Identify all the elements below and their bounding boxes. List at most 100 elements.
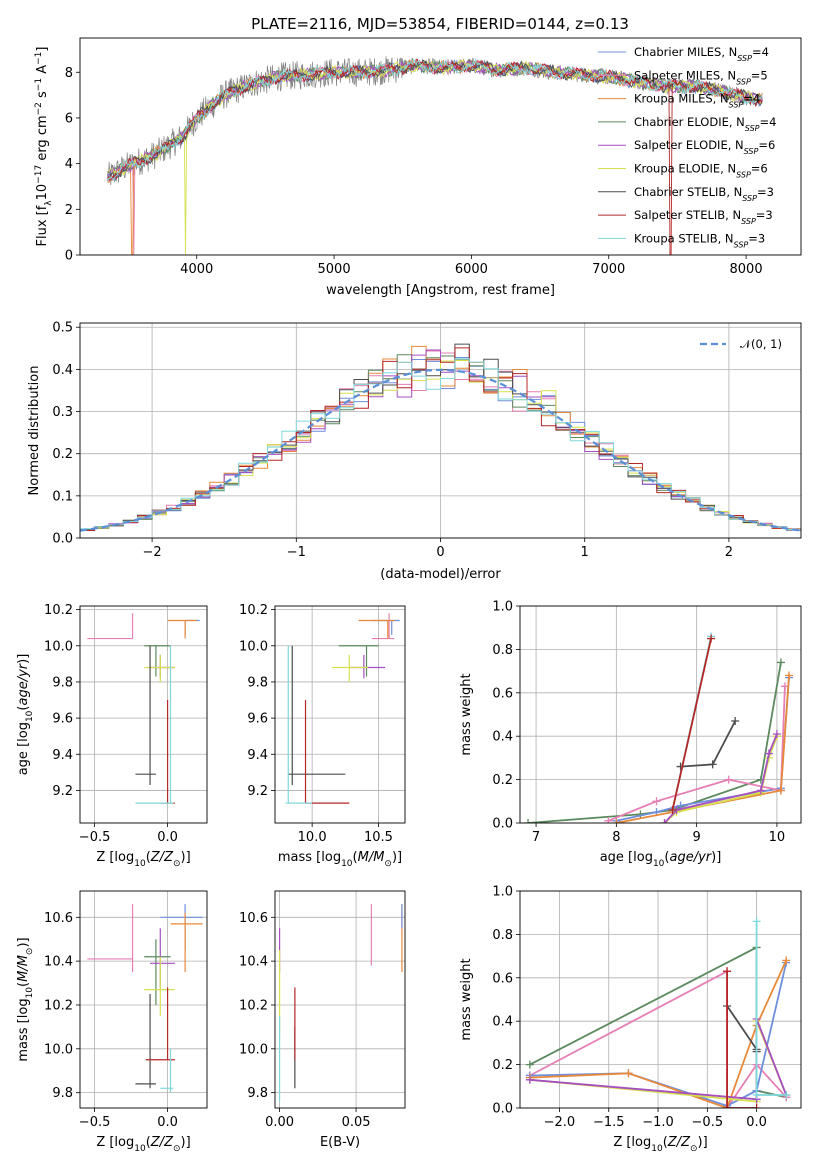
weight-marker-salpeter-elodie [525,1075,534,1084]
x-tick-label: −2 [143,545,162,560]
axes-frame [79,890,208,1109]
label-part: ] [35,47,50,52]
y-tick-label: 8 [65,66,73,81]
legend-tail: =3 [748,231,765,245]
y-tick-label: 6 [65,111,73,126]
legend-sub: SSP [742,193,757,202]
y-tick-label: 9.8 [52,675,73,690]
weight-marker-chabrier-elodie [525,1060,534,1069]
normal-distribution-curve [80,368,801,532]
age-vs-metallicity-panel: −0.5 0.09.29.49.69.810.010.2Z [log10(Z/Z⊙… [16,603,208,869]
x-axis-label: (data-model)/error [380,567,501,582]
x-tick-label: 6000 [455,262,488,277]
x-tick-label: 0.0 [157,830,178,845]
y-tick-label: 9.8 [247,675,268,690]
plot-area [87,904,203,1093]
legend-entry: Salpeter STELIB, NSSP=3 [634,208,773,226]
legend-label: Salpeter ELODIE, N [634,138,744,152]
legend-entry: Kroupa MILES, NSSP=4 [634,92,760,110]
y-tick-label: 0.2 [52,447,73,462]
y-tick-label: 0.2 [492,773,513,788]
label-part: ( [146,1135,151,1150]
y-tick-label: 9.2 [52,784,73,799]
legend-entry: Chabrier MILES, NSSP=4 [634,45,769,63]
y-tick-label: 0.4 [492,730,513,745]
y-tick-label: 0.4 [492,1015,513,1030]
label-part: )] [392,850,402,865]
y-tick-label: 10.4 [239,955,268,970]
label-part: Z [log [96,1135,134,1150]
x-tick-label: 9 [692,830,700,845]
y-axis-label: mass weight [459,673,474,755]
legend-sub: SSP [737,54,752,63]
x-tick-label: 10.5 [364,830,393,845]
weight-line-salpeter-stelib [726,971,757,1108]
x-tick-label: 8 [612,830,620,845]
label-part: s [35,91,50,102]
model-spectrum-line-chabrier-elodie [107,59,763,182]
label-part: A [35,65,50,78]
y-tick-label: 9.8 [247,1086,268,1101]
model-spectrum-line-salpeter-stelib [107,58,763,255]
legend-label: Chabrier STELIB, N [634,185,742,199]
label-part: 10 [134,1144,146,1154]
y-tick-label: 10.0 [239,1042,268,1057]
weight-vs-metallicity-panel: −2.0 −1.5 −1.0 −0.5 0.0 0.0 0.2 0.4 0.6 0.8 1.0 Z [… [459,885,802,1154]
y-tick-label: 9.2 [247,784,268,799]
label-part: 10 [35,184,50,201]
legend-sub: SSP [736,77,751,86]
x-axis-label: Z [log10(Z/Z⊙)] [96,850,190,869]
label-part: Z/Z [150,1135,174,1150]
figure-title: PLATE=2116, MJD=53854, FIBERID=0144, z=0… [251,15,629,33]
label-part: ( [146,850,151,865]
y-tick-label: 0.4 [52,363,73,378]
legend-tail: =4 [743,92,760,106]
legend-entry: Chabrier STELIB, NSSP=3 [634,185,774,203]
label-part: )] [16,654,31,664]
x-tick-label: 8000 [730,262,763,277]
y-tick-label: 0.0 [492,1102,513,1117]
y-tick-label: 0.3 [52,405,73,420]
legend-tail: =4 [760,115,777,129]
weight-marker-salpeter-stelib [752,1104,761,1108]
x-tick-label: 5000 [318,262,351,277]
y-tick-label: 0.0 [52,532,73,547]
y-axis-label: mass weight [459,958,474,1040]
x-tick-label: 4000 [180,262,213,277]
weight-line-chabrier-stelib [726,1005,758,1052]
x-axis-label: Z [log10(Z/Z⊙)] [613,1135,707,1154]
label-part: mass [log [278,850,341,865]
label-part: Z [log [613,1135,651,1150]
legend-tail: =5 [751,68,768,82]
x-tick-label: 0.05 [342,1115,371,1130]
y-tick-label: 10.0 [44,1042,73,1057]
legend-sub: SSP [745,123,760,132]
legend-label: Salpeter MILES, N [634,68,736,82]
y-tick-label: 0.5 [52,321,73,336]
y-tick-label: 1.0 [492,885,513,900]
y-tick-label: 10.6 [239,911,268,926]
y-tick-label: 9.4 [247,748,268,763]
y-tick-label: 0.8 [492,928,513,943]
label-part: 10 [25,710,35,722]
weight-marker-salpeter-elodie [660,819,669,823]
x-tick-label: 0.0 [746,1115,767,1130]
label-part: Flux [f [35,205,50,246]
plot-area [278,904,403,1102]
weight-marker-salpeter-miles [604,816,613,823]
label-part: ⊙ [173,1144,181,1154]
label-part: ⊙ [173,859,181,869]
legend-sub: SSP [729,100,744,109]
age-vs-mass-panel: 10.0 10.5 9.2 9.4 9.6 9.8 10.0 10.2 mass [log10(… [239,603,406,869]
legend-entry: Chabrier ELODIE, NSSP=4 [634,115,776,132]
plot-area [285,613,400,804]
axes-frame [274,605,406,824]
plot-area [87,613,200,804]
x-tick-label: 2 [725,545,733,560]
legend-tail: =3 [756,208,773,222]
label-part: )] [16,937,31,947]
weight-line-kroupa-miles [529,960,788,1108]
weight-marker-salpeter-elodie [772,730,781,739]
weight-marker-kroupa-miles [612,819,621,823]
y-tick-label: 10.2 [239,603,268,618]
